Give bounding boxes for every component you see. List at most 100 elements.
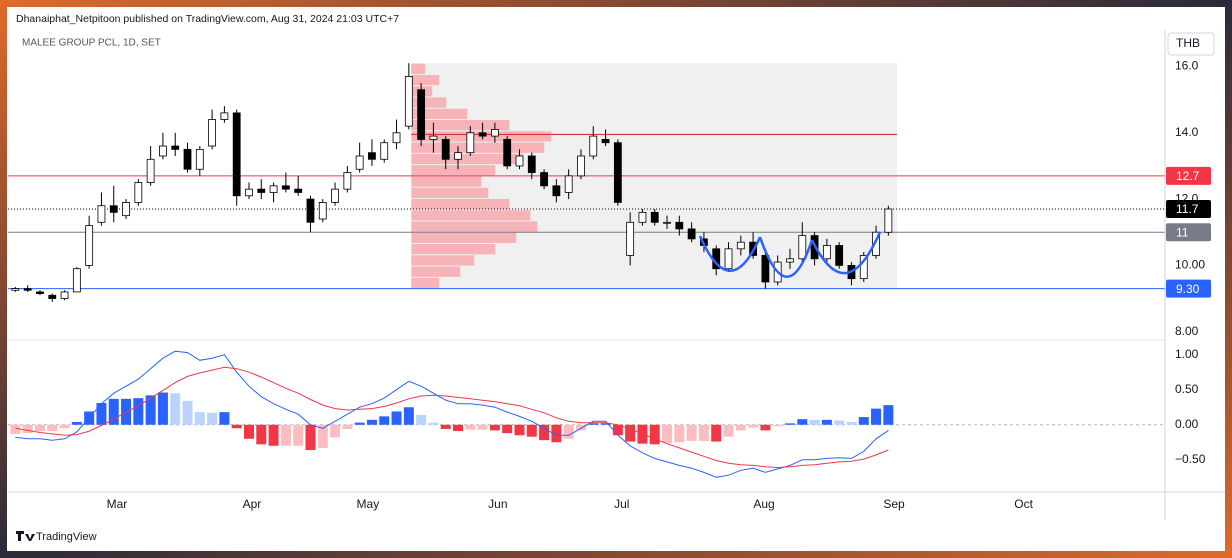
candle-body [306, 198, 315, 223]
candle-body [564, 175, 573, 193]
candle-body [232, 112, 241, 197]
histogram-bar [686, 424, 697, 441]
candle-body [687, 228, 696, 240]
candle-body [146, 158, 155, 183]
candle-body [122, 202, 130, 217]
candle-body [318, 202, 327, 220]
candle-body [822, 245, 831, 260]
candle-body [736, 241, 745, 250]
candle-body [466, 132, 475, 154]
histogram-bar [428, 422, 439, 425]
price-label: 11 [1176, 225, 1189, 239]
histogram-bar [280, 424, 291, 446]
x-tick-label: Sep [883, 497, 905, 511]
candle-body [392, 132, 401, 144]
price-label-box [1166, 166, 1211, 185]
volume-profile-bar [411, 198, 510, 210]
histogram-bar [243, 424, 254, 439]
histogram-bar [342, 424, 353, 429]
candle-body [626, 221, 635, 256]
histogram-bar [207, 412, 218, 425]
candle-body [11, 288, 20, 291]
candle-body [638, 211, 647, 223]
price-label: 9.30 [1176, 282, 1200, 296]
volume-profile-bar [411, 153, 524, 165]
volume-profile-bar [411, 266, 461, 277]
histogram-bar [157, 392, 168, 425]
candle-body [294, 188, 303, 193]
candle-body [343, 172, 352, 190]
y-tick-label: 0.00 [1175, 417, 1199, 431]
publisher: Dhanaiphat_Netpitoon published on Tradin… [16, 13, 399, 25]
plot-layer: Mar Apr May Jun Jul Aug Sep Oct 12.7 11.7 11 9.30 [8, 63, 1211, 511]
volume-profile-bar [411, 176, 482, 187]
histogram-bar [662, 424, 673, 443]
histogram-bar [416, 414, 427, 425]
histogram-bar [711, 424, 722, 442]
histogram-bar [22, 424, 33, 434]
candle-body [478, 132, 487, 137]
histogram-bar [96, 403, 107, 425]
currency-box [1167, 32, 1215, 56]
histogram-bar [34, 424, 45, 432]
candle-body [454, 152, 462, 160]
volume-profile-bar [411, 232, 517, 244]
candle-body [220, 112, 229, 120]
histogram-bar [514, 424, 525, 436]
volume-profile-bar [411, 74, 440, 86]
price-label-box [1166, 200, 1211, 219]
volume-profile-bar [411, 142, 545, 153]
candle-body [171, 145, 180, 150]
histogram-bar [858, 417, 869, 425]
candle-body [798, 235, 807, 260]
histogram-bar [760, 424, 771, 431]
candle-body [208, 119, 217, 147]
candle-body [552, 185, 561, 197]
candle-body [23, 288, 32, 291]
candle-body [60, 291, 69, 299]
y-tick-label: −0.50 [1175, 452, 1206, 466]
volume-profile-bar [411, 244, 496, 255]
histogram-bar [821, 419, 832, 425]
candle-body [85, 225, 94, 266]
candle-body [97, 205, 106, 223]
histogram-bar [588, 423, 599, 425]
currency: THB [1176, 36, 1200, 50]
candle-body [183, 148, 192, 170]
candle-body [441, 139, 450, 160]
candle-body [724, 248, 733, 270]
histogram-bar [465, 424, 476, 430]
volume-profile-bar [411, 108, 468, 120]
candle-body [540, 172, 548, 187]
histogram-bar [317, 424, 328, 448]
histogram-bar [502, 424, 513, 434]
candle-body [675, 221, 684, 230]
histogram-bar [600, 423, 611, 425]
candle-body [109, 205, 118, 213]
candle-body [159, 145, 167, 157]
volume-profile-bar [411, 210, 531, 221]
candle-body [368, 152, 376, 160]
histogram-bar [219, 412, 230, 425]
price-label-box [1166, 223, 1211, 242]
candle-body [613, 142, 622, 203]
histogram-bar [354, 422, 365, 425]
histogram-bar [772, 424, 783, 427]
histogram-bar [403, 407, 414, 425]
histogram-bar [612, 424, 623, 436]
histogram-bar [674, 424, 685, 443]
histogram-bar [391, 411, 402, 425]
volume-profile-bar [411, 255, 475, 266]
candle-body [872, 231, 880, 256]
y-tick-label: 8.00 [1175, 324, 1199, 338]
histogram-bar [293, 424, 304, 446]
histogram-bar [366, 419, 377, 425]
histogram-bar [330, 424, 341, 438]
histogram-bar [170, 393, 181, 425]
histogram-bar [797, 419, 808, 425]
histogram-bar [735, 424, 746, 431]
candle-body [835, 245, 844, 266]
candle-body [380, 142, 389, 160]
x-tick-label: Mar [107, 497, 128, 511]
